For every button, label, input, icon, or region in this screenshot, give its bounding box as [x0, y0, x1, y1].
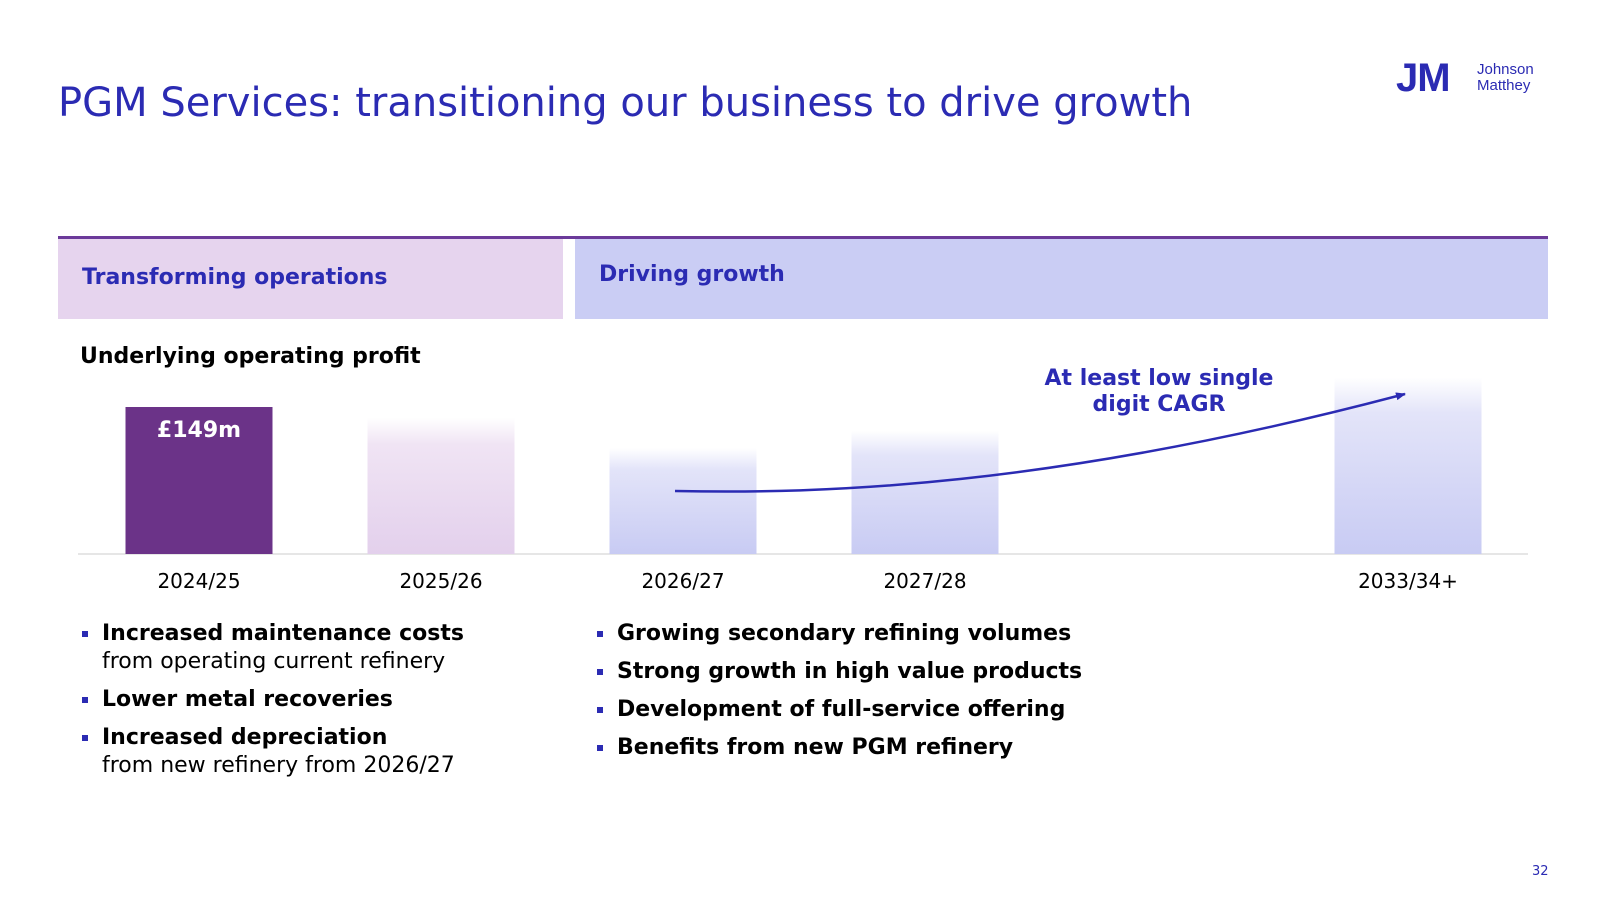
growth-bullets: Growing secondary refining volumes Strong… [595, 620, 1195, 772]
bar-2025-26 [367, 417, 515, 554]
bullet-square-icon [82, 631, 88, 637]
phase-growth-label: Driving growth [599, 262, 785, 287]
bullet-square-icon [597, 669, 603, 675]
x-tick-label: 2024/25 [157, 569, 240, 593]
bullet-subtext: from operating current refinery [102, 649, 446, 674]
bullet-item: Increased maintenance costs from operatin… [80, 620, 540, 676]
phase-growth-banner: Driving growth [575, 239, 1548, 319]
phase-transforming-label: Transforming operations [82, 265, 388, 290]
page-title: PGM Services: transitioning our business… [58, 80, 1193, 126]
bullet-bold-text: Strong growth in high value products [617, 659, 1083, 684]
bullet-square-icon [597, 631, 603, 637]
bullet-item: Increased depreciation from new refinery … [80, 724, 540, 780]
bullet-item: Benefits from new PGM refinery [595, 734, 1195, 762]
bullet-square-icon [597, 745, 603, 751]
cagr-annotation-line: digit CAGR [1093, 392, 1226, 417]
page-number: 32 [1532, 864, 1549, 879]
bullet-item: Growing secondary refining volumes [595, 620, 1195, 648]
growth-trend-arrow [674, 392, 1406, 493]
bullet-square-icon [597, 707, 603, 713]
bullet-square-icon [82, 735, 88, 741]
bar-value-label: £149m [157, 418, 241, 443]
bar-2033-34- [1334, 377, 1482, 554]
bar-2026-27 [609, 448, 757, 554]
bar-2024-25 [125, 407, 273, 554]
bullet-item: Development of full-service offering [595, 696, 1195, 724]
bar-2027-28 [851, 430, 999, 554]
bullet-item: Strong growth in high value products [595, 658, 1195, 686]
bullet-bold-text: Lower metal recoveries [102, 687, 393, 712]
bullet-bold-text: Benefits from new PGM refinery [617, 735, 1014, 760]
x-tick-label: 2025/26 [399, 569, 482, 593]
logo-name-line2: Matthey [1477, 77, 1531, 94]
x-tick-label: 2027/28 [883, 569, 966, 593]
transforming-bullets: Increased maintenance costs from operatin… [80, 620, 540, 790]
bullet-square-icon [82, 697, 88, 703]
bullet-bold-text: Increased maintenance costs [102, 621, 464, 646]
logo-name-line1: Johnson [1477, 61, 1534, 78]
x-tick-label: 2026/27 [641, 569, 724, 593]
bullet-subtext: from new refinery from 2026/27 [102, 753, 455, 778]
phase-divider-line [58, 236, 1548, 239]
bullet-bold-text: Growing secondary refining volumes [617, 621, 1072, 646]
bullet-bold-text: Development of full-service offering [617, 697, 1066, 722]
phase-transforming-banner: Transforming operations [58, 239, 563, 319]
x-tick-label: 2033/34+ [1358, 569, 1458, 593]
chart-title: Underlying operating profit [80, 344, 421, 369]
bullet-item: Lower metal recoveries [80, 686, 540, 714]
cagr-annotation-line: At least low single [1045, 366, 1274, 391]
logo-wordmark: Johnson Matthey [1477, 62, 1534, 94]
logo-mark: JM [1396, 56, 1451, 100]
bullet-bold-text: Increased depreciation [102, 725, 388, 750]
